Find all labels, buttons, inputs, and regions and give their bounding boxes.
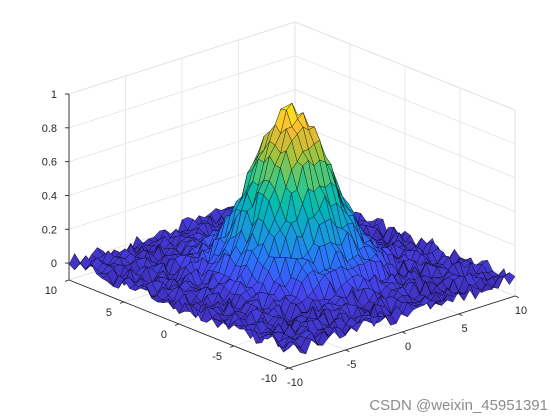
axes-tick-labels: -10 -5 0 5 10 -10 -5 0 5 10 0 0.2 0.4 0.6 0.8 1 <box>42 89 527 389</box>
gridline-z <box>68 89 516 178</box>
watermark: CSDN @weixin_45951391 <box>369 397 548 414</box>
y-tick-mark <box>174 323 180 326</box>
y-tick-mark <box>119 301 125 304</box>
x-tick-mark <box>514 295 520 298</box>
z-tick-label: 0.2 <box>42 224 57 236</box>
x-tick-mark <box>345 349 350 352</box>
surface-mesh <box>68 102 516 355</box>
y-tick-label: -5 <box>212 351 222 363</box>
y-tick-label: 0 <box>161 329 167 341</box>
y-tick-mark <box>229 345 235 348</box>
y-tick-label: -10 <box>261 373 277 385</box>
x-tick-mark <box>401 331 407 334</box>
gridline-z <box>68 21 516 111</box>
z-tick-label: 1 <box>51 89 57 101</box>
z-tick-label: 0.6 <box>42 157 57 169</box>
surface-face <box>283 341 295 353</box>
y-tick-label: 10 <box>45 285 57 297</box>
x-tick-label: -5 <box>347 359 357 371</box>
x-tick-label: 0 <box>405 341 411 353</box>
z-tick-label: 0.4 <box>42 190 57 202</box>
z-tick-label: 0 <box>51 258 57 270</box>
x-tick-label: 10 <box>515 305 527 317</box>
gridline-z <box>68 55 516 145</box>
y-tick-mark <box>64 279 70 282</box>
x-tick-mark <box>458 313 463 316</box>
x-tick-label: 5 <box>461 323 467 335</box>
y-tick-label: 5 <box>106 307 112 319</box>
x-tick-mark <box>288 367 294 370</box>
x-tick-label: -10 <box>287 377 303 389</box>
y-tick-mark <box>284 367 290 370</box>
z-tick-label: 0.8 <box>42 123 57 135</box>
